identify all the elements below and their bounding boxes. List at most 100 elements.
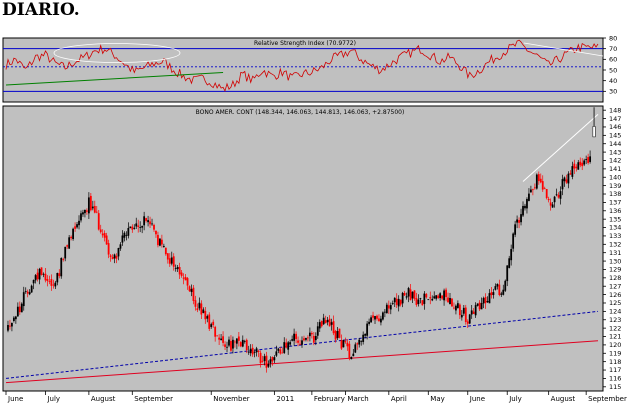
candle-body xyxy=(22,292,25,307)
candle-body xyxy=(157,234,159,246)
candle-body xyxy=(439,293,442,299)
price-y-axis: 1151161171181191201211221231241251261271… xyxy=(603,106,621,391)
candle-body xyxy=(172,256,175,267)
candle-body xyxy=(518,220,520,223)
candle-body xyxy=(520,214,522,223)
candle-body xyxy=(214,326,217,337)
candle-body xyxy=(127,227,130,236)
candle-body xyxy=(522,205,524,216)
candle-body xyxy=(466,321,469,324)
candle-body xyxy=(40,267,43,275)
candle-body xyxy=(78,220,80,226)
price-y-tick-label: 146 xyxy=(609,123,621,131)
candle-body xyxy=(462,307,465,314)
candle-body xyxy=(202,309,205,313)
candle-body xyxy=(535,174,538,189)
candle-body xyxy=(56,272,59,283)
candle-body xyxy=(573,163,576,169)
price-y-tick-label: 143 xyxy=(609,148,621,156)
candle-body xyxy=(437,295,440,299)
candle-body xyxy=(230,340,232,351)
rsi-bands xyxy=(3,48,603,92)
candle-body xyxy=(70,236,73,239)
candle-body xyxy=(64,246,67,259)
candle-body xyxy=(251,347,254,355)
candle-body xyxy=(472,311,475,314)
candle-body xyxy=(123,232,126,238)
candle-body xyxy=(389,305,392,310)
price-y-tick-label: 129 xyxy=(609,266,621,274)
candle-body xyxy=(407,287,410,297)
x-axis-label: March xyxy=(347,395,368,403)
x-axis-label: February xyxy=(314,395,345,403)
candle-body xyxy=(99,229,102,233)
rsi-y-tick-label: 40 xyxy=(609,77,617,85)
x-axis-label: April xyxy=(391,395,407,403)
rsi-series-line xyxy=(5,39,599,92)
price-y-tick-label: 125 xyxy=(609,299,621,307)
price-y-tick-label: 147 xyxy=(609,115,621,123)
candle-body xyxy=(125,234,128,236)
candle-body xyxy=(524,205,526,209)
candle-body xyxy=(60,258,63,277)
candle-body xyxy=(232,339,234,349)
candle-body xyxy=(382,312,384,320)
candle-body xyxy=(555,194,558,196)
candle-body xyxy=(488,293,491,304)
candle-body xyxy=(137,225,140,227)
candle-body xyxy=(247,351,250,353)
candle-body xyxy=(287,342,290,350)
candle-body xyxy=(52,284,55,286)
rsi-y-tick-label: 80 xyxy=(609,34,617,42)
candle-body xyxy=(16,306,19,317)
candle-body xyxy=(393,297,396,303)
candle-body xyxy=(352,353,355,357)
candle-body xyxy=(20,303,23,313)
candle-body xyxy=(575,166,578,169)
candle-body xyxy=(44,273,47,281)
candle-body xyxy=(249,348,252,354)
candle-body xyxy=(401,292,404,304)
candle-body xyxy=(409,289,412,301)
candle-body xyxy=(18,306,21,313)
candle-body xyxy=(433,296,436,299)
candle-body xyxy=(537,174,540,182)
candle-body xyxy=(581,162,584,167)
candle-body xyxy=(587,157,590,163)
candle-body xyxy=(84,209,86,214)
candle-body xyxy=(68,237,71,249)
x-axis-label: 2011 xyxy=(276,395,294,403)
candle-body xyxy=(243,341,246,342)
candle-body xyxy=(95,211,98,213)
candle-body xyxy=(545,189,548,199)
rsi-y-tick-label: 50 xyxy=(609,66,617,74)
candle-body xyxy=(411,291,414,299)
candle-body xyxy=(299,343,301,345)
price-y-tick-label: 133 xyxy=(609,232,621,240)
candle-body xyxy=(234,341,236,343)
candle-body xyxy=(86,210,88,212)
x-axis-label: June xyxy=(469,395,485,403)
candle-body xyxy=(121,235,124,243)
rsi-trendline-annotation xyxy=(523,42,604,57)
candle-body xyxy=(143,216,146,226)
candle-body xyxy=(9,325,11,327)
candle-body xyxy=(204,310,207,320)
candle-body xyxy=(241,339,244,347)
candle-body xyxy=(565,179,568,183)
candle-body xyxy=(259,352,262,364)
candle-body xyxy=(166,253,169,260)
candle-body xyxy=(370,317,372,323)
candle-body xyxy=(101,233,104,236)
price-y-tick-label: 118 xyxy=(609,358,621,366)
price-y-tick-label: 116 xyxy=(609,375,621,383)
price-panel-title: BONO AMER. CONT (148.344, 146.063, 144.8… xyxy=(196,109,405,116)
candle-body xyxy=(348,343,351,359)
price-y-tick-label: 140 xyxy=(609,173,621,181)
candle-body xyxy=(455,305,457,311)
candle-body xyxy=(239,342,242,347)
candle-body xyxy=(441,295,444,299)
candle-body xyxy=(391,303,394,304)
candle-body xyxy=(423,293,426,304)
